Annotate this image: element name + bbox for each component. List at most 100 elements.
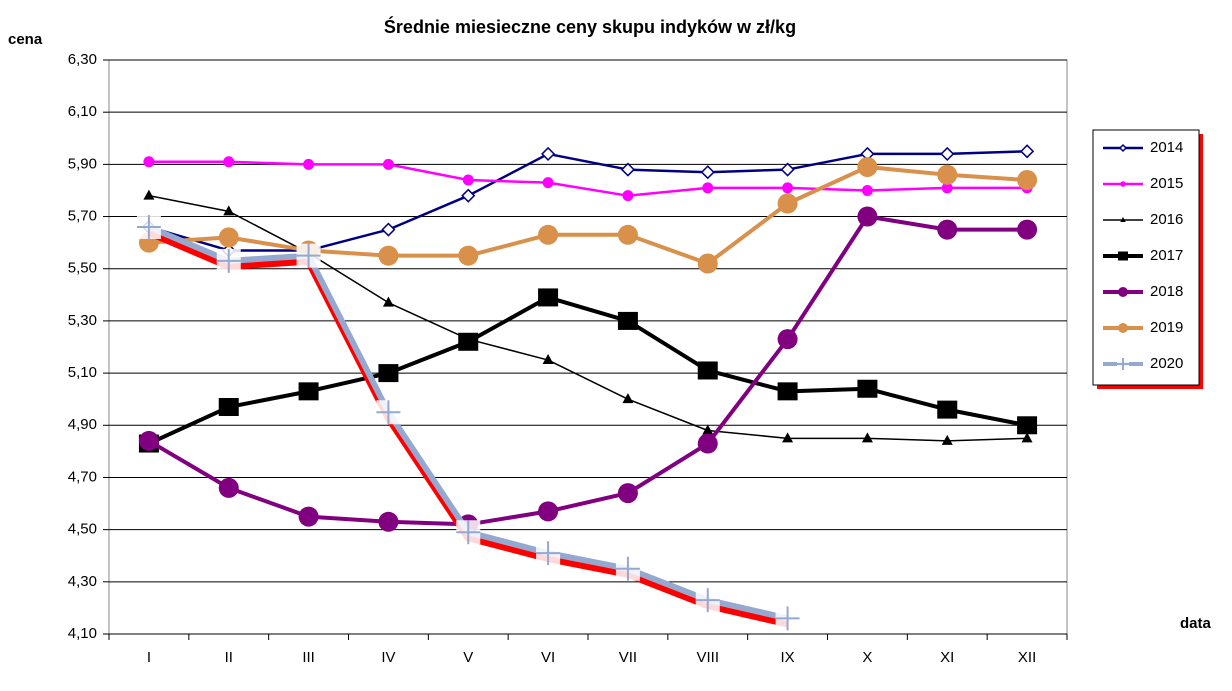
y-tick-label: 5,50 [68, 260, 97, 277]
y-tick-label: 6,30 [68, 51, 97, 68]
series-line [148, 164, 1028, 266]
y-tick-label: 4,90 [68, 416, 97, 433]
marker [138, 430, 159, 451]
legend-label: 2015 [1150, 175, 1183, 192]
marker [541, 146, 556, 161]
plot-border [108, 59, 1068, 635]
marker [1017, 416, 1038, 435]
x-tick-label: XII [1018, 649, 1036, 666]
x-axis-label: data [1180, 615, 1212, 632]
marker [1017, 170, 1038, 191]
marker [216, 248, 241, 273]
marker [617, 311, 638, 330]
marker [937, 400, 958, 419]
x-tick-label: X [862, 649, 872, 666]
marker [458, 245, 479, 266]
x-tick-label: II [225, 649, 233, 666]
legend-label: 2020 [1150, 355, 1183, 372]
marker [381, 222, 396, 237]
marker [1021, 432, 1033, 443]
marker [223, 205, 235, 216]
series-line [147, 224, 789, 622]
x-tick-label: VI [541, 649, 555, 666]
marker [1118, 323, 1128, 333]
marker [1117, 358, 1129, 370]
marker [296, 243, 321, 268]
legend-label: 2019 [1150, 319, 1183, 336]
marker [937, 164, 958, 185]
legend-label: 2016 [1150, 211, 1183, 228]
marker [536, 541, 561, 566]
marker [298, 506, 319, 527]
marker [702, 182, 714, 194]
x-tick-label: VII [619, 649, 637, 666]
marker [542, 177, 554, 189]
marker [620, 162, 635, 177]
marker [382, 158, 394, 170]
marker [461, 188, 476, 203]
marker [1120, 217, 1126, 222]
marker [143, 189, 155, 200]
marker [697, 253, 718, 274]
legend-label: 2014 [1150, 139, 1183, 156]
series-line [148, 150, 1028, 252]
marker [697, 433, 718, 454]
legend-label: 2017 [1150, 247, 1183, 264]
marker [298, 382, 319, 401]
x-tick-label: IV [381, 649, 395, 666]
series-line [148, 160, 1028, 197]
marker [223, 156, 235, 168]
marker [218, 227, 239, 248]
series-line [147, 214, 1028, 527]
marker [143, 156, 155, 168]
y-tick-label: 5,70 [68, 208, 97, 225]
marker [538, 224, 559, 245]
chart-title: Średnie miesieczne ceny skupu indyków w … [384, 16, 796, 37]
y-tick-label: 4,50 [68, 521, 97, 538]
marker [218, 477, 239, 498]
marker [702, 424, 714, 435]
marker [1020, 144, 1035, 159]
marker [376, 400, 401, 425]
marker [378, 364, 399, 383]
marker [941, 434, 953, 445]
x-tick-label: IX [780, 649, 794, 666]
marker [622, 190, 634, 202]
marker [1118, 287, 1128, 297]
marker [861, 184, 873, 196]
y-axis-label: cena [8, 31, 43, 48]
x-tick-label: V [463, 649, 473, 666]
marker [1118, 143, 1128, 153]
y-tick-label: 4,10 [68, 625, 97, 642]
x-tick-label: VIII [696, 649, 719, 666]
marker [857, 379, 878, 398]
line-shadow [147, 228, 789, 628]
marker [857, 156, 878, 177]
series-line [148, 295, 1028, 446]
y-tick-label: 4,70 [68, 468, 97, 485]
marker [456, 520, 481, 545]
marker [937, 219, 958, 240]
marker [542, 354, 554, 365]
marker [775, 606, 800, 631]
y-tick-label: 6,10 [68, 103, 97, 120]
marker [615, 556, 640, 581]
legend-label: 2018 [1150, 283, 1183, 300]
marker [378, 245, 399, 266]
marker [218, 398, 239, 417]
marker [538, 501, 559, 522]
marker [1120, 181, 1126, 187]
x-tick-label: XI [940, 649, 954, 666]
x-tick-label: III [302, 649, 315, 666]
marker [622, 393, 634, 404]
y-tick-label: 5,10 [68, 364, 97, 381]
marker [940, 146, 955, 161]
marker [378, 511, 399, 532]
marker [857, 206, 878, 227]
marker [458, 332, 479, 351]
marker [617, 224, 638, 245]
marker [777, 193, 798, 214]
marker [1017, 219, 1038, 240]
marker [777, 329, 798, 350]
